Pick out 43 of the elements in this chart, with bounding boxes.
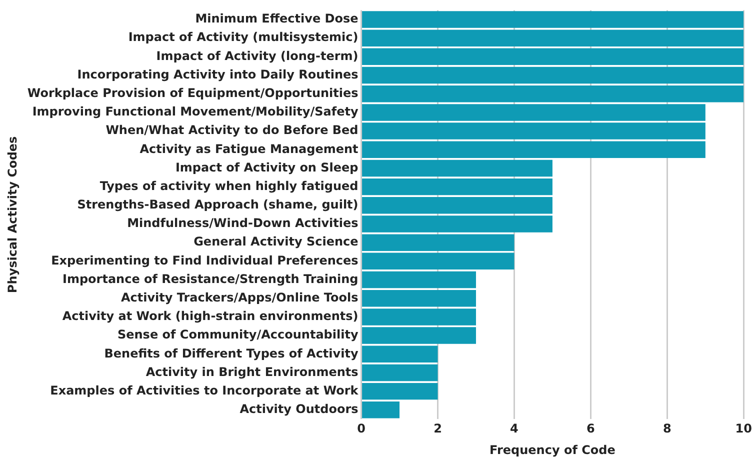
- y-tick-label: Activity at Work (high-strain environments): [62, 309, 358, 324]
- y-tick-label: Improving Functional Movement/Mobility/Safety: [32, 104, 358, 119]
- y-tick-label: Experimenting to Find Individual Preferences: [51, 253, 358, 268]
- y-tick-label: Importance of Resistance/Strength Training: [62, 272, 358, 286]
- y-tick-label: Impact of Activity on Sleep: [175, 160, 359, 174]
- x-tick-label: 10: [735, 422, 752, 436]
- bar: [362, 290, 476, 307]
- y-tick-label: Activity Outdoors: [240, 402, 358, 416]
- y-tick-label: Workplace Provision of Equipment/Opportunities: [27, 86, 358, 100]
- x-tick-label: 8: [663, 422, 672, 436]
- y-tick-label: Activity Trackers/Apps/Online Tools: [120, 290, 358, 304]
- x-tick-label: 2: [434, 422, 442, 436]
- y-tick-label: Benefits of Different Types of Activity: [104, 346, 358, 360]
- y-tick-label: Strengths-Based Approach (shame, guilt): [77, 198, 358, 212]
- bar: [362, 178, 552, 196]
- y-tick-label: Examples of Activities to Incorporate at Work: [50, 383, 360, 398]
- y-tick-label: Activity in Bright Environments: [146, 364, 358, 379]
- bar: [362, 402, 400, 418]
- y-tick-label: General Activity Science: [194, 234, 358, 249]
- x-axis-title: Frequency of Code: [490, 442, 616, 457]
- bar: [362, 271, 476, 288]
- y-tick-label: Types of activity when highly fatigued: [100, 178, 358, 193]
- bar: [362, 364, 438, 382]
- bar: [362, 160, 552, 177]
- y-tick-label: When/What Activity to do Before Bed: [106, 123, 358, 138]
- bar: [362, 48, 744, 66]
- y-axis-title: Physical Activity Codes: [5, 136, 20, 294]
- y-tick-label: Impact of Activity (long-term): [156, 48, 358, 63]
- bar: [362, 382, 438, 400]
- bar: [362, 85, 744, 102]
- bar: [362, 66, 744, 84]
- x-tick-label: 6: [586, 422, 595, 436]
- y-tick-label: Mindfulness/Wind-Down Activities: [127, 216, 358, 230]
- y-tick-label: Sense of Community/Accountability: [117, 328, 358, 342]
- x-tick-label: 0: [357, 422, 366, 436]
- y-tick-label: Impact of Activity (multisystemic): [128, 30, 358, 44]
- bar: [362, 141, 706, 158]
- x-tick-label: 4: [510, 422, 518, 436]
- y-tick-label: Minimum Effective Dose: [195, 12, 358, 26]
- y-tick-label: Activity as Fatigue Management: [140, 142, 359, 156]
- bar: [362, 346, 438, 362]
- y-tick-label: Incorporating Activity into Daily Routines: [77, 67, 358, 82]
- bar: [362, 252, 514, 270]
